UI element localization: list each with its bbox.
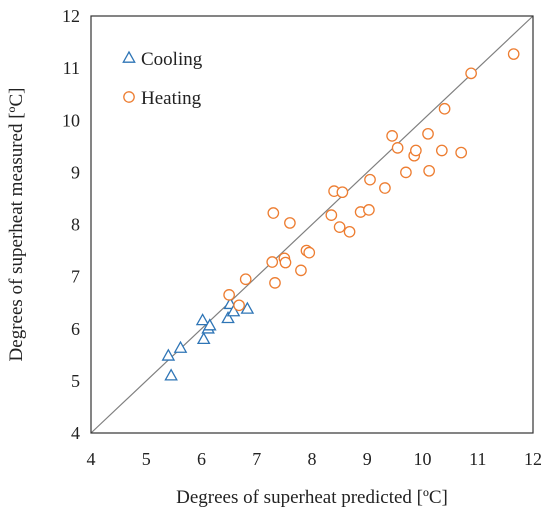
- data-points: [161, 48, 520, 381]
- data-point-heating: [386, 130, 398, 142]
- x-tick-label: 6: [197, 449, 206, 469]
- data-point-heating: [438, 102, 451, 115]
- legend-label-cooling: Cooling: [141, 49, 203, 70]
- legend-label-heating: Heating: [141, 88, 202, 109]
- y-tick-label: 6: [71, 319, 80, 339]
- x-tick-label: 8: [308, 449, 317, 469]
- data-point-heating: [364, 173, 376, 186]
- data-point-heating: [267, 207, 280, 219]
- y-tick-label: 7: [71, 267, 80, 287]
- data-point-heating: [410, 144, 422, 157]
- y-tick-label: 8: [71, 215, 80, 235]
- data-point-cooling: [196, 331, 211, 345]
- data-point-heating: [435, 144, 448, 157]
- x-tick-label: 7: [252, 449, 261, 469]
- plot-area-frame: [90, 15, 534, 434]
- data-point-heating: [391, 142, 404, 154]
- data-point-heating: [233, 299, 245, 312]
- legend-item-cooling: Cooling: [122, 49, 203, 70]
- data-point-heating: [295, 264, 307, 277]
- data-point-heating: [423, 164, 435, 177]
- data-point-cooling: [226, 304, 241, 317]
- x-tick-label: 5: [142, 449, 151, 469]
- legend-marker-cooling: [122, 50, 136, 63]
- data-point-heating: [422, 127, 434, 140]
- legend-item-heating: Heating: [123, 88, 202, 109]
- data-point-heating: [336, 186, 349, 199]
- x-tick-label: 4: [87, 449, 96, 469]
- data-point-heating: [343, 225, 356, 238]
- data-point-heating: [266, 256, 279, 268]
- data-point-heating: [455, 146, 468, 159]
- y-tick-label: 9: [71, 162, 80, 182]
- reference-line-layer: [90, 15, 534, 434]
- x-tick-label: 11: [469, 449, 486, 469]
- y-tick-label: 11: [63, 58, 80, 78]
- data-point-cooling: [164, 368, 178, 381]
- data-point-heating: [279, 256, 292, 269]
- x-tick-label: 10: [414, 449, 432, 469]
- data-point-heating: [507, 48, 520, 60]
- data-point-heating: [400, 166, 412, 179]
- legend-marker-heating: [123, 91, 135, 103]
- y-axis-label: Degrees of superheat measured [ºC]: [6, 88, 27, 362]
- data-point-heating: [379, 182, 391, 194]
- data-point-cooling: [173, 340, 188, 353]
- data-point-heating: [284, 217, 296, 229]
- y-tick-label: 10: [62, 110, 80, 130]
- x-tick-label: 9: [363, 449, 372, 469]
- y-tick-label: 12: [62, 6, 80, 26]
- data-point-cooling: [161, 348, 176, 361]
- data-point-heating: [223, 289, 235, 301]
- data-point-cooling: [202, 318, 217, 331]
- reference-line-y-equals-x: [90, 15, 534, 434]
- tick-labels: 4 5 6 7 8 9 10 11 12 4 5 6 7 8 9 10 11 12: [62, 6, 542, 469]
- data-point-heating: [363, 204, 375, 216]
- data-point-cooling: [240, 301, 255, 314]
- y-tick-label: 4: [71, 423, 80, 443]
- x-tick-label: 12: [524, 449, 542, 469]
- data-point-heating: [325, 209, 338, 221]
- data-point-cooling: [195, 313, 210, 326]
- x-axis-label: Degrees of superheat predicted [ºC]: [176, 487, 448, 508]
- y-tick-label: 5: [71, 371, 80, 391]
- data-point-heating: [269, 277, 281, 289]
- legend: Cooling Heating: [122, 49, 203, 109]
- data-point-heating: [333, 221, 346, 233]
- data-point-cooling: [221, 310, 235, 324]
- data-point-heating: [303, 246, 316, 259]
- data-point-heating: [465, 67, 477, 80]
- data-point-heating: [239, 273, 252, 286]
